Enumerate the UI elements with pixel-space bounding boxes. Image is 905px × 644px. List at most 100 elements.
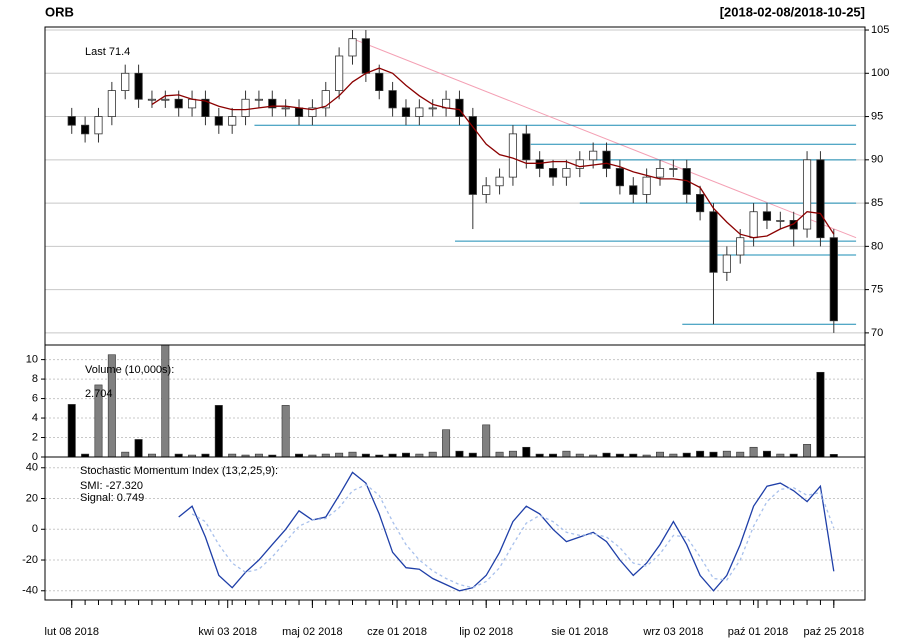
series-line (178, 471, 835, 592)
y-tick-label: 4 (32, 412, 38, 424)
candle-body (749, 211, 758, 239)
candle-body (214, 116, 223, 126)
volume-bar (335, 452, 344, 457)
candle-body (589, 150, 598, 161)
candle-body (281, 107, 290, 110)
volume-bar (428, 451, 437, 457)
candle-body (682, 168, 691, 195)
volume-bar (107, 354, 116, 457)
x-tick-label: sie 01 2018 (551, 626, 608, 638)
candle-body (428, 107, 437, 110)
legend-entry: SMI: -27.320 (80, 480, 143, 492)
x-tick-label: cze 01 2018 (367, 626, 427, 638)
volume-bar (522, 446, 531, 457)
candle-body (722, 254, 731, 273)
candle-body (174, 98, 183, 109)
y-tick-label: 40 (26, 462, 38, 474)
volume-bar (709, 451, 718, 457)
chart-title: ORB (45, 4, 74, 19)
last-volume: 2.704 (85, 388, 113, 400)
x-tick-label: lut 08 2018 (45, 626, 99, 638)
y-tick-label: 10 (26, 354, 38, 366)
x-tick-label: paź 25 2018 (804, 626, 865, 638)
volume-bar (348, 451, 357, 457)
volume-bar (442, 429, 451, 457)
candle-body (602, 150, 611, 169)
y-tick-label: 90 (871, 154, 883, 166)
volume-bar (508, 450, 517, 457)
candle-body (187, 98, 197, 109)
candle-body (548, 168, 558, 178)
candle-body (615, 168, 624, 187)
candle-body (508, 133, 518, 178)
y-tick-label: 75 (871, 284, 883, 296)
y-tick-label: 0 (32, 523, 38, 535)
y-tick-label: 20 (26, 492, 38, 504)
panel (45, 29, 865, 334)
volume-bar (656, 451, 664, 457)
volume-bar (455, 450, 464, 457)
volume-bar (375, 454, 384, 457)
y-tick-label: -20 (22, 554, 38, 566)
volume-bar (67, 404, 76, 457)
candle-body (415, 107, 424, 117)
volume-bar (749, 446, 758, 457)
volume-bar (188, 454, 197, 457)
candle-body (361, 38, 370, 74)
panel-title: Stochastic Momentum Index (13,2,25,9): (80, 465, 278, 477)
panel (45, 345, 865, 457)
candle-body (321, 90, 330, 109)
candle-body (107, 90, 116, 117)
candle-body (161, 98, 170, 101)
x-tick-label: maj 02 2018 (282, 626, 343, 638)
volume-bar (682, 452, 691, 457)
candle-body (522, 133, 531, 161)
candle-body (629, 185, 638, 195)
volume-bar (829, 454, 838, 457)
panel (45, 467, 865, 592)
volume-bar (803, 444, 812, 457)
candle-body (121, 72, 130, 91)
volume-bar (468, 452, 477, 457)
candle-body (696, 194, 705, 213)
date-range: [2018-02-08/2018-10-25] (720, 4, 865, 19)
candle-body (401, 107, 411, 117)
x-tick-label: paź 01 2018 (728, 626, 789, 638)
candle-body (375, 72, 384, 91)
moving-average (151, 67, 835, 239)
y-tick-label: 80 (871, 240, 883, 252)
panel-title: Volume (10,000s): (85, 364, 174, 376)
candle-body (335, 55, 344, 91)
y-tick-label: 100 (871, 67, 889, 79)
volume-bar (562, 450, 571, 457)
candle-body (829, 237, 838, 322)
volume-bar (816, 371, 825, 457)
volume-bar (281, 405, 290, 457)
y-tick-label: 95 (871, 110, 883, 122)
candle-body (776, 219, 785, 222)
candle-body (482, 185, 491, 195)
candle-body (562, 168, 571, 178)
candle-body (709, 211, 718, 273)
candle-body (294, 107, 304, 117)
candle-body (134, 72, 143, 100)
volume-bar (482, 424, 491, 457)
y-tick-label: -40 (22, 585, 38, 597)
volume-bar (642, 454, 651, 457)
volume-bar (121, 451, 130, 457)
volume-bar (161, 345, 170, 457)
y-tick-label: 85 (871, 197, 883, 209)
candle-body (388, 90, 397, 109)
x-tick-label: lip 02 2018 (459, 626, 513, 638)
candle-body (147, 98, 157, 101)
volume-bar (268, 454, 277, 457)
legend-entry: Signal: 0.749 (80, 492, 144, 504)
volume-bar (762, 450, 771, 457)
volume-bar (589, 454, 598, 457)
candle-body (655, 168, 665, 178)
volume-bar (696, 450, 705, 457)
candle-body (455, 98, 464, 117)
y-tick-label: 6 (32, 392, 38, 404)
candle-body (816, 159, 825, 239)
candle-body (268, 98, 277, 109)
